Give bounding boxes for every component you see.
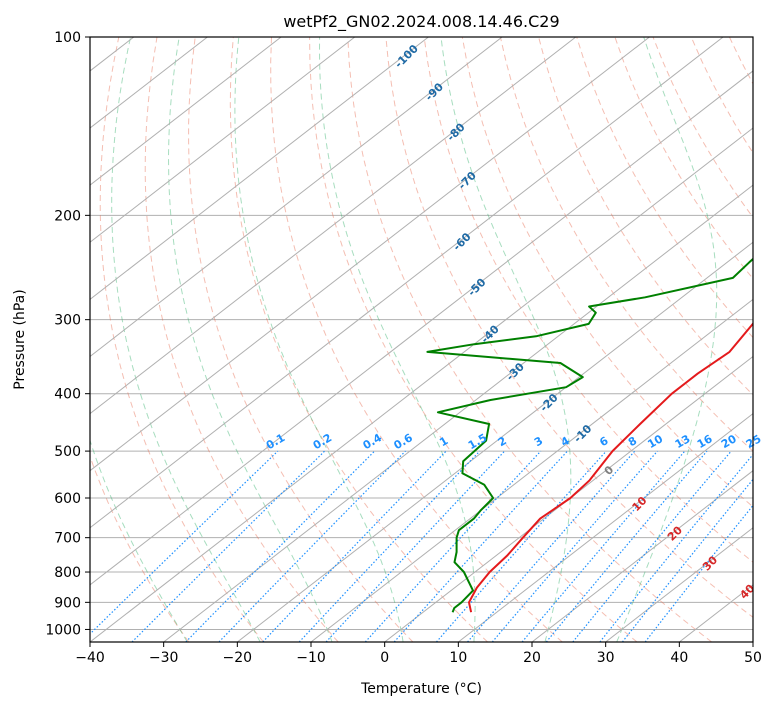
y-axis-label: Pressure (hPa) xyxy=(12,289,28,389)
y-tick-label: 200 xyxy=(54,208,81,224)
x-tick-label: −20 xyxy=(223,650,253,666)
y-tick-label: 600 xyxy=(54,491,81,507)
y-tick-label: 100 xyxy=(54,30,81,46)
y-tick-label: 700 xyxy=(54,531,81,547)
x-tick-label: −30 xyxy=(149,650,179,666)
y-tick-label: 500 xyxy=(54,444,81,460)
chart-title: wetPf2_GN02.2024.008.14.46.C29 xyxy=(283,12,559,32)
y-tick-label: 1000 xyxy=(45,622,81,638)
x-tick-label: −10 xyxy=(296,650,326,666)
x-tick-label: 40 xyxy=(670,650,688,666)
x-tick-label: 0 xyxy=(380,650,389,666)
x-tick-label: 10 xyxy=(449,650,467,666)
x-tick-label: 20 xyxy=(523,650,541,666)
x-tick-label: 30 xyxy=(597,650,615,666)
y-tick-label: 400 xyxy=(54,387,81,403)
y-tick-label: 800 xyxy=(54,565,81,581)
y-tick-label: 900 xyxy=(54,595,81,611)
x-tick-label: −40 xyxy=(75,650,105,666)
x-tick-label: 50 xyxy=(744,650,762,666)
x-axis-label: Temperature (°C) xyxy=(360,681,482,697)
y-tick-label: 300 xyxy=(54,313,81,329)
